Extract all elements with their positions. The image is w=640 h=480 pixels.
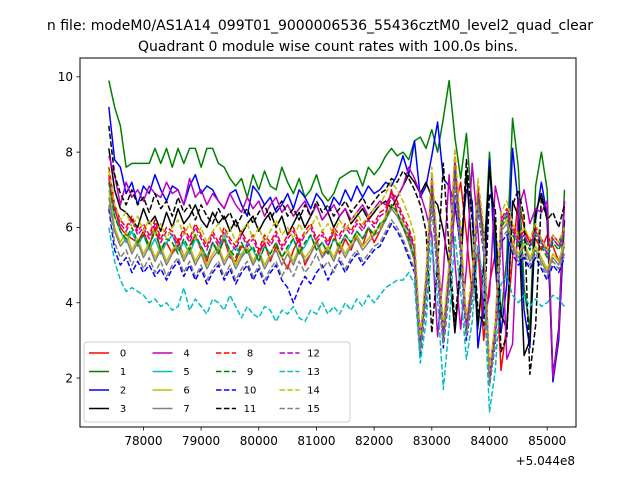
y-tick-label: 10 [58,70,73,84]
x-axis-offset-label: +5.044e8 [516,454,575,468]
legend-label-4: 4 [183,349,189,360]
x-tick-label: 83000 [413,434,451,448]
legend-label-2: 2 [120,386,126,397]
legend-label-8: 8 [247,349,253,360]
legend-frame [83,341,351,423]
x-tick-label: 80000 [240,434,278,448]
y-tick-label: 2 [65,371,73,385]
legend-label-11: 11 [244,404,257,415]
x-tick-label: 82000 [355,434,393,448]
legend-label-12: 12 [307,349,320,360]
y-axis-ticks: 2 4 6 8 10 [58,70,80,385]
series-line-13 [108,227,566,413]
x-tick-label: 79000 [182,434,220,448]
axes-title: Quadrant 0 module wise count rates with … [138,39,518,55]
series-lines [108,79,566,413]
legend-label-13: 13 [307,367,320,378]
legend-label-14: 14 [307,386,320,397]
series-line-15 [108,181,566,387]
y-tick-label: 8 [65,145,73,159]
figure-suptitle: n file: modeM0/AS1A14_099T01_9000006536_… [47,18,593,34]
y-tick-label: 6 [65,221,73,235]
x-tick-label: 81000 [297,434,335,448]
legend-label-1: 1 [120,367,126,378]
series-line-4 [108,155,566,379]
y-tick-label: 4 [65,296,73,310]
legend-label-5: 5 [183,367,189,378]
legend-label-6: 6 [183,386,189,397]
x-tick-label: 85000 [528,434,566,448]
legend-label-3: 3 [120,404,126,415]
series-line-3 [108,148,566,379]
plot-frame [79,57,577,428]
legend-label-15: 15 [307,404,320,415]
series-line-11 [108,125,566,376]
x-tick-label: 78000 [124,434,162,448]
x-axis-ticks: 78000 79000 80000 81000 82000 83000 84000 85000 [124,427,566,448]
legend-label-10: 10 [244,386,257,397]
legend-label-0: 0 [120,349,126,360]
x-tick-label: 84000 [470,434,508,448]
legend-label-9: 9 [247,367,253,378]
legend-label-7: 7 [183,404,189,415]
